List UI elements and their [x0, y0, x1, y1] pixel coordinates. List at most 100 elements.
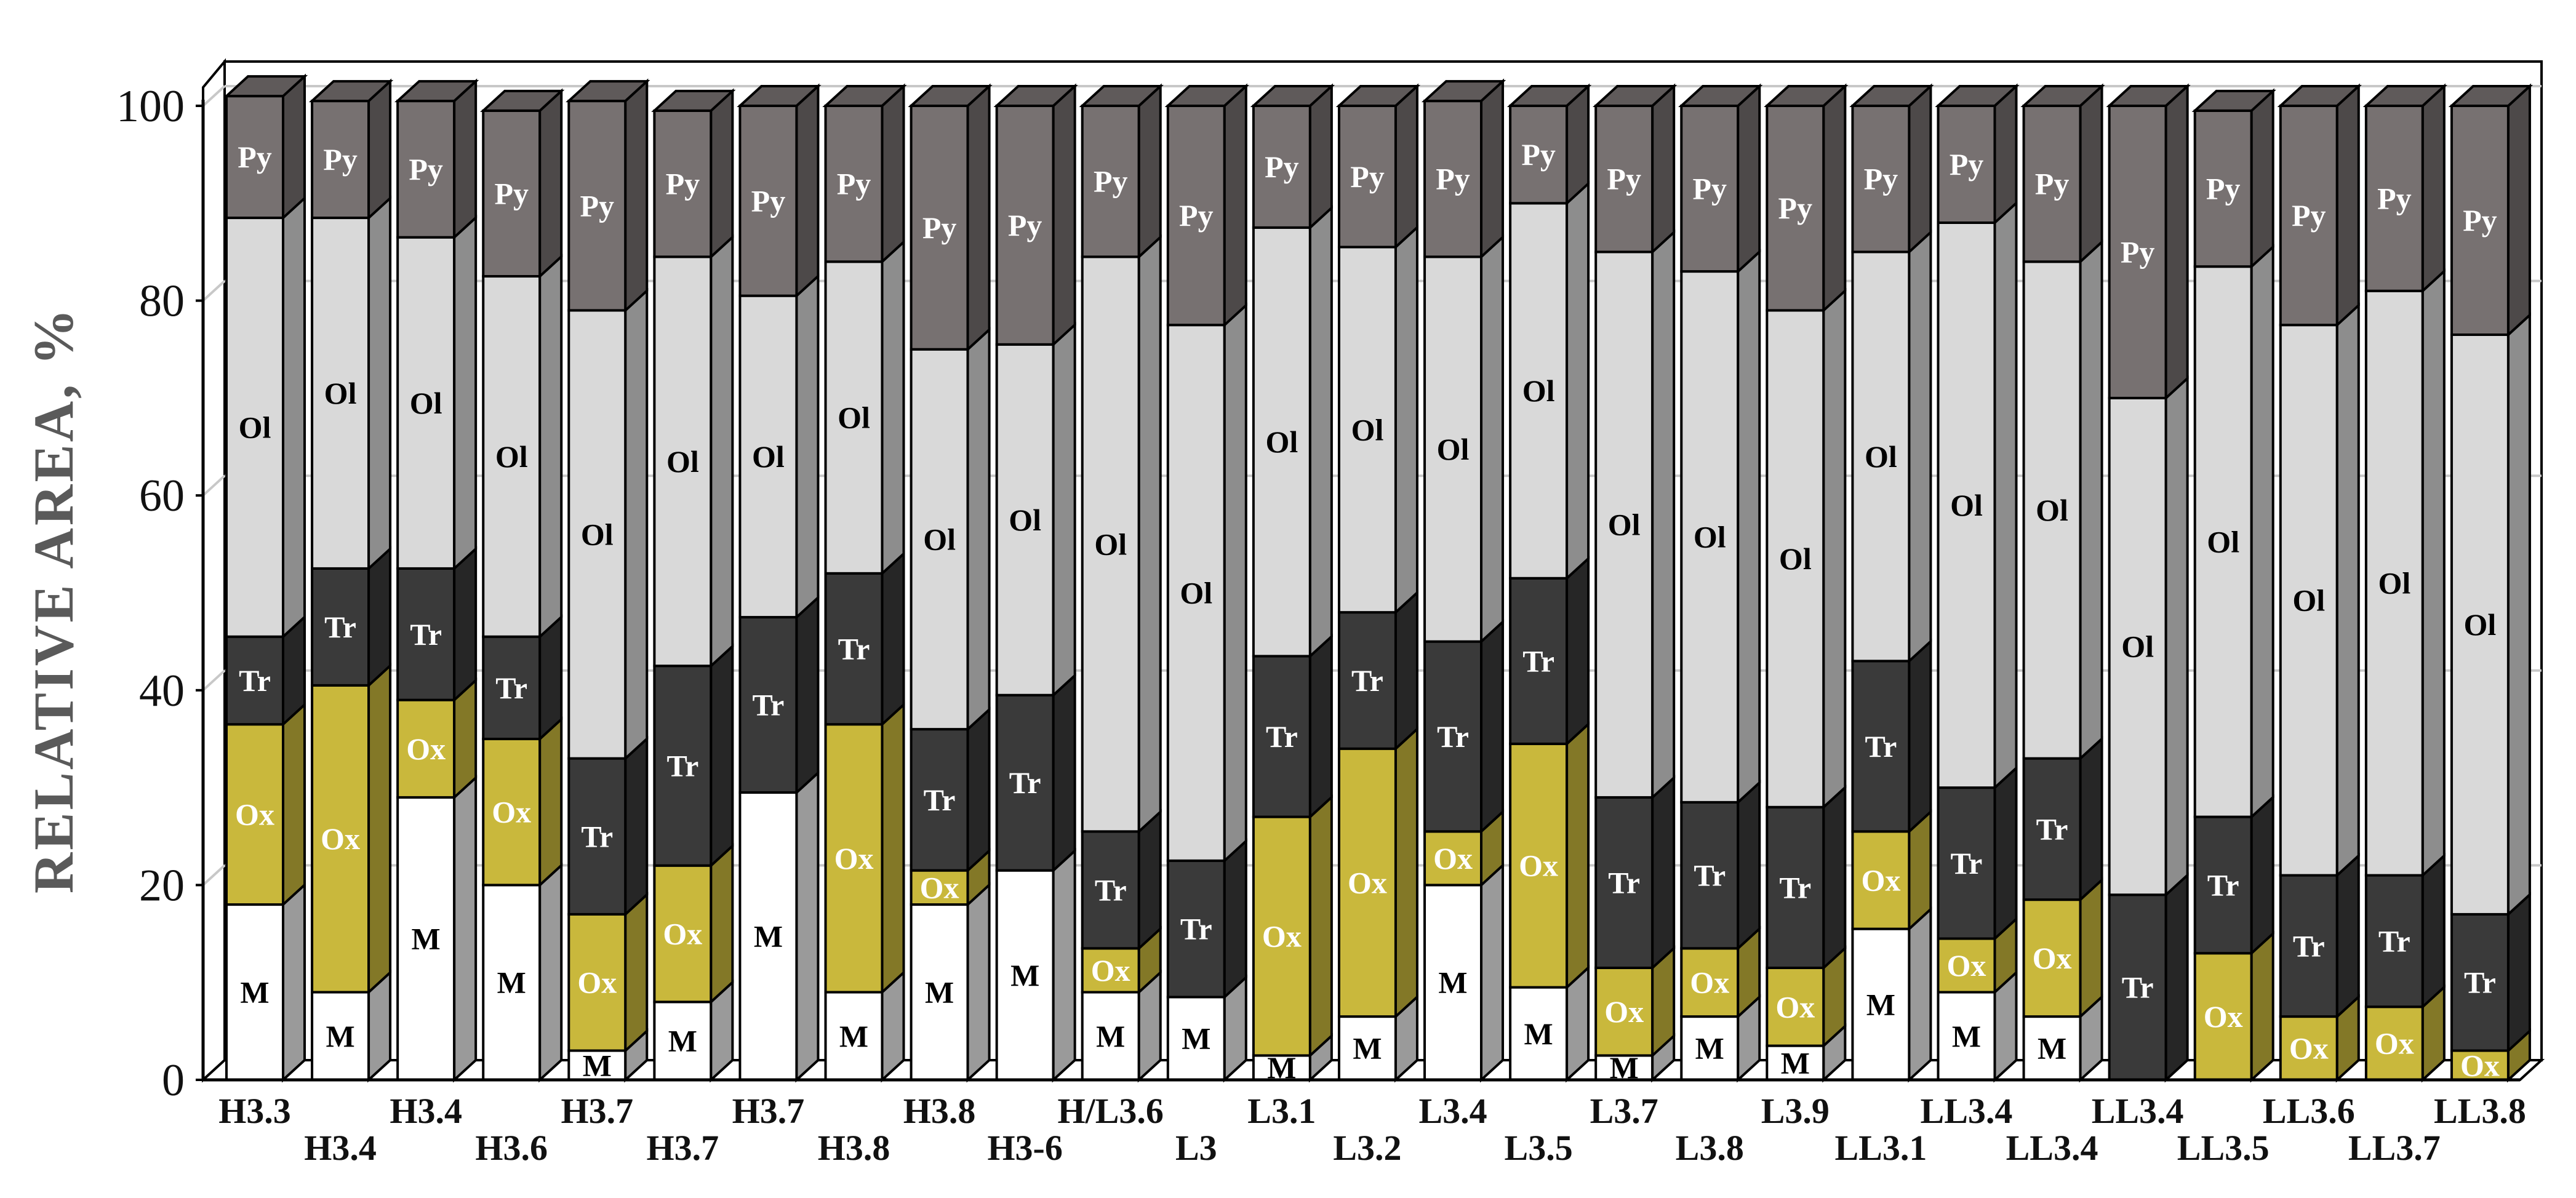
bar-segment-side	[538, 88, 563, 279]
y-tick-labels: 0 20 40 60 80 100	[116, 81, 203, 1106]
bar-segment-side	[1137, 234, 1162, 834]
bar-segment-tr	[1423, 640, 1483, 833]
bar-segment-py	[995, 105, 1055, 346]
bar-stack: M Ox Tr Ol Py	[1849, 83, 1934, 1083]
bar-segment-side	[2250, 794, 2274, 956]
bar-segment-side	[453, 215, 478, 572]
bar-segment-m	[738, 791, 798, 1081]
segment-label: Tr	[1266, 719, 1298, 754]
bar-segment-ol	[738, 294, 798, 619]
segment-label: Py	[837, 167, 871, 201]
bar-segment-side	[367, 546, 392, 689]
bar-segment-side	[1737, 83, 1761, 274]
x-tick-label: H3.8	[818, 1128, 890, 1168]
bar-segment-py	[2279, 105, 2338, 327]
segment-label: Ox	[2033, 941, 2072, 975]
segment-label: Py	[2035, 167, 2070, 201]
bar-top	[1764, 85, 1849, 107]
bar-stack: M Ox Tr Ol Py	[1079, 83, 1164, 1083]
bar-top	[2020, 85, 2105, 107]
x-tick-label: L3.1	[1247, 1091, 1316, 1131]
segment-label: Ol	[2036, 493, 2068, 527]
segment-label: Tr	[2122, 970, 2154, 1005]
segment-label: M	[2038, 1031, 2066, 1066]
bar-segment-side	[1566, 556, 1590, 747]
segment-label: Py	[666, 167, 700, 201]
x-tick-label: H3.3	[218, 1091, 291, 1131]
bar-segment-side	[1052, 673, 1076, 874]
bar-segment-side	[2079, 239, 2103, 762]
bar-segment-ox	[1594, 966, 1654, 1057]
bar-segment-side	[538, 716, 563, 888]
bar-segment-ox	[2193, 952, 2253, 1081]
bar-segment-side	[2335, 853, 2360, 1020]
bar-segment-side	[1137, 809, 1162, 951]
segment-label: M	[1695, 1031, 1724, 1066]
bar-segment-side	[1480, 619, 1505, 834]
bar-segment-ox	[396, 698, 456, 799]
bar-segment-m	[1594, 1054, 1654, 1082]
x-tick-labels: H3.3 H3.4 H3.4 H3.6 H3.7 H3.7 H3.7 H3.8 H3.8 H3-6…	[218, 1091, 2526, 1168]
bar-segment-side	[1052, 848, 1076, 1083]
bar-segment-py	[1081, 105, 1140, 258]
bar-segment-ol	[2193, 265, 2253, 818]
bar-top	[480, 89, 565, 112]
segment-label: Tr	[581, 819, 613, 853]
segment-label: Ol	[1779, 541, 1812, 576]
bar-top	[2448, 85, 2534, 107]
bar-top	[566, 80, 650, 103]
bar-segment-side	[2506, 892, 2531, 1054]
bar-segment-side	[795, 770, 820, 1083]
bar-top	[1250, 85, 1335, 107]
bar-segment-side	[966, 882, 991, 1083]
bar-segment-side	[1737, 249, 1761, 805]
bar-segment-side	[1223, 302, 1247, 864]
x-tick-label: H3.7	[732, 1091, 805, 1131]
segment-label: Ol	[666, 444, 699, 479]
segment-label: Ox	[1519, 849, 1558, 883]
bar-stack: M Ox Tr Ol Py	[1764, 83, 1849, 1083]
segment-label: Ol	[1180, 576, 1212, 610]
x-tick-label: H3.7	[561, 1091, 633, 1131]
segment-label: Tr	[410, 617, 442, 652]
bar-segment-side	[624, 287, 649, 762]
bar-segment-ol	[995, 343, 1055, 697]
bar-segment-ol	[2279, 324, 2338, 877]
segment-label: Ox	[1861, 863, 1900, 897]
x-tick-label: H3.6	[475, 1128, 548, 1168]
bar-segment-side	[2335, 83, 2360, 328]
segment-label: M	[412, 921, 441, 956]
bar-segment-m	[910, 903, 969, 1082]
bar-segment-ol	[1252, 226, 1311, 658]
segment-label: Ol	[1865, 439, 1897, 474]
bar-segment-py	[2022, 105, 2082, 263]
bar-stack: M Tr Ol Py	[737, 83, 822, 1083]
segment-label: Py	[922, 210, 957, 245]
bar-segment-side	[1566, 180, 1590, 581]
bar-segment-side	[453, 546, 478, 703]
bar-top	[1164, 85, 1249, 107]
bar-segment-side	[2079, 877, 2103, 1020]
bar-segment-ox	[225, 723, 284, 906]
segment-label: Ox	[492, 795, 531, 829]
segment-label: Ox	[920, 870, 959, 904]
bar-segment-ol	[396, 236, 456, 570]
bar-stack: M Ox Tr Ol Py	[308, 78, 394, 1083]
segment-label: Ol	[1351, 412, 1384, 447]
segment-label: Tr	[324, 610, 356, 644]
bar-stack: Ox Tr Ol Py	[2191, 88, 2276, 1083]
x-tick-label: LL3.5	[2177, 1128, 2270, 1168]
bar-segment-side	[1480, 78, 1505, 260]
bar-segment-side	[1993, 200, 2018, 791]
segment-label: M	[1952, 1019, 1981, 1053]
x-tick-label: L3.9	[1761, 1091, 1830, 1131]
segment-label: Py	[1436, 162, 1470, 196]
segment-label: Py	[2121, 234, 2155, 269]
bar-segment-m	[995, 869, 1055, 1082]
segment-label: M	[326, 1019, 354, 1053]
segment-label: Ol	[838, 401, 870, 435]
segment-label: Ol	[410, 386, 442, 420]
segment-label: Ol	[1950, 488, 1983, 522]
segment-label: Py	[238, 140, 272, 174]
